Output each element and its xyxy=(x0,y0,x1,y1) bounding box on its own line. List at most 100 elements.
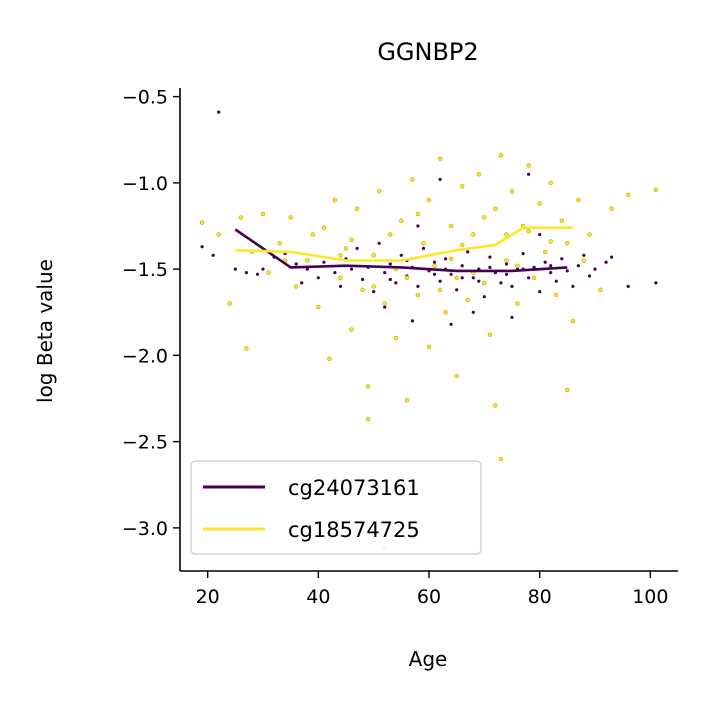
data-point xyxy=(421,246,426,251)
data-point xyxy=(471,232,476,237)
data-point xyxy=(542,260,548,265)
data-point xyxy=(388,261,393,267)
data-point xyxy=(216,232,221,237)
data-point xyxy=(498,153,504,158)
data-point xyxy=(476,172,481,177)
data-point xyxy=(565,241,570,246)
data-point xyxy=(493,206,498,212)
data-point xyxy=(526,163,531,168)
data-point xyxy=(570,284,576,289)
data-point xyxy=(365,384,371,389)
data-point xyxy=(360,277,365,282)
data-point xyxy=(244,346,249,351)
data-point xyxy=(504,258,509,263)
data-point xyxy=(548,263,553,268)
data-point xyxy=(399,218,404,224)
data-point xyxy=(625,192,631,198)
data-point xyxy=(487,254,493,260)
data-point xyxy=(332,270,338,275)
data-point xyxy=(211,253,216,258)
data-point xyxy=(371,284,376,289)
data-point xyxy=(576,197,581,203)
data-point xyxy=(460,242,465,248)
data-point xyxy=(460,263,465,268)
data-point xyxy=(504,272,509,277)
data-point xyxy=(653,187,659,193)
x-tick-label: 20 xyxy=(196,586,220,608)
data-point xyxy=(393,280,398,286)
data-point xyxy=(537,232,542,237)
data-point xyxy=(482,280,487,286)
trend-line-cg18574725 xyxy=(235,226,573,262)
data-point xyxy=(487,332,493,337)
data-point xyxy=(321,260,327,265)
data-point xyxy=(294,284,299,289)
data-point xyxy=(487,265,493,270)
data-point xyxy=(448,223,454,229)
data-point xyxy=(437,279,443,284)
data-point xyxy=(548,270,553,275)
legend-label-cg24073161: cg24073161 xyxy=(288,476,420,500)
axes: 20 40 60 80 100 −0.5 −1.0 −1.5 −2.0 −2.5 −3.0 xyxy=(122,87,678,608)
data-point xyxy=(554,279,559,284)
legend-box xyxy=(190,460,482,555)
data-point xyxy=(542,249,548,255)
data-point xyxy=(482,215,487,220)
data-point xyxy=(454,275,459,280)
data-point xyxy=(310,232,315,237)
data-point xyxy=(354,206,360,212)
data-point xyxy=(382,301,387,306)
data-point xyxy=(570,318,576,324)
data-point xyxy=(443,310,448,315)
y-tick-label: −2.0 xyxy=(122,345,168,367)
data-point xyxy=(377,189,382,194)
data-point xyxy=(443,256,448,261)
x-tick-label: 80 xyxy=(528,586,552,608)
data-point xyxy=(437,177,443,182)
data-point xyxy=(587,273,592,279)
data-point xyxy=(255,272,260,277)
data-point xyxy=(609,206,614,212)
data-point xyxy=(504,232,509,237)
y-tick-label: −3.0 xyxy=(122,518,168,540)
legend: cg24073161 cg18574725 xyxy=(190,460,482,555)
data-point xyxy=(498,456,504,462)
data-point xyxy=(343,246,349,251)
data-point xyxy=(371,253,376,258)
data-point xyxy=(238,215,244,220)
data-point xyxy=(625,284,631,289)
x-axis-label: Age xyxy=(409,647,448,671)
data-point xyxy=(294,261,299,267)
data-point xyxy=(515,263,520,268)
data-point xyxy=(460,275,465,280)
data-point xyxy=(227,301,233,306)
data-point xyxy=(371,289,376,294)
data-point xyxy=(448,256,454,261)
data-point xyxy=(460,184,465,189)
y-tick-label: −2.5 xyxy=(122,432,168,454)
data-point xyxy=(332,197,338,203)
data-point xyxy=(581,253,587,258)
data-point xyxy=(260,266,266,272)
data-point xyxy=(338,284,343,289)
data-point xyxy=(216,109,221,115)
data-point xyxy=(354,246,360,251)
data-point xyxy=(233,266,238,272)
data-point xyxy=(526,275,531,280)
data-point xyxy=(404,275,410,280)
data-point xyxy=(393,335,398,341)
data-point xyxy=(410,177,415,182)
data-point xyxy=(465,298,470,303)
data-point xyxy=(482,294,487,299)
data-point xyxy=(548,239,553,244)
data-point xyxy=(377,241,382,246)
data-point xyxy=(266,270,271,275)
data-point xyxy=(587,232,592,237)
data-point xyxy=(554,292,559,298)
data-point xyxy=(548,180,553,186)
data-point xyxy=(288,215,293,220)
data-point xyxy=(388,277,393,282)
data-point xyxy=(277,241,282,246)
x-tick-label: 40 xyxy=(306,586,330,608)
data-point xyxy=(426,197,432,203)
